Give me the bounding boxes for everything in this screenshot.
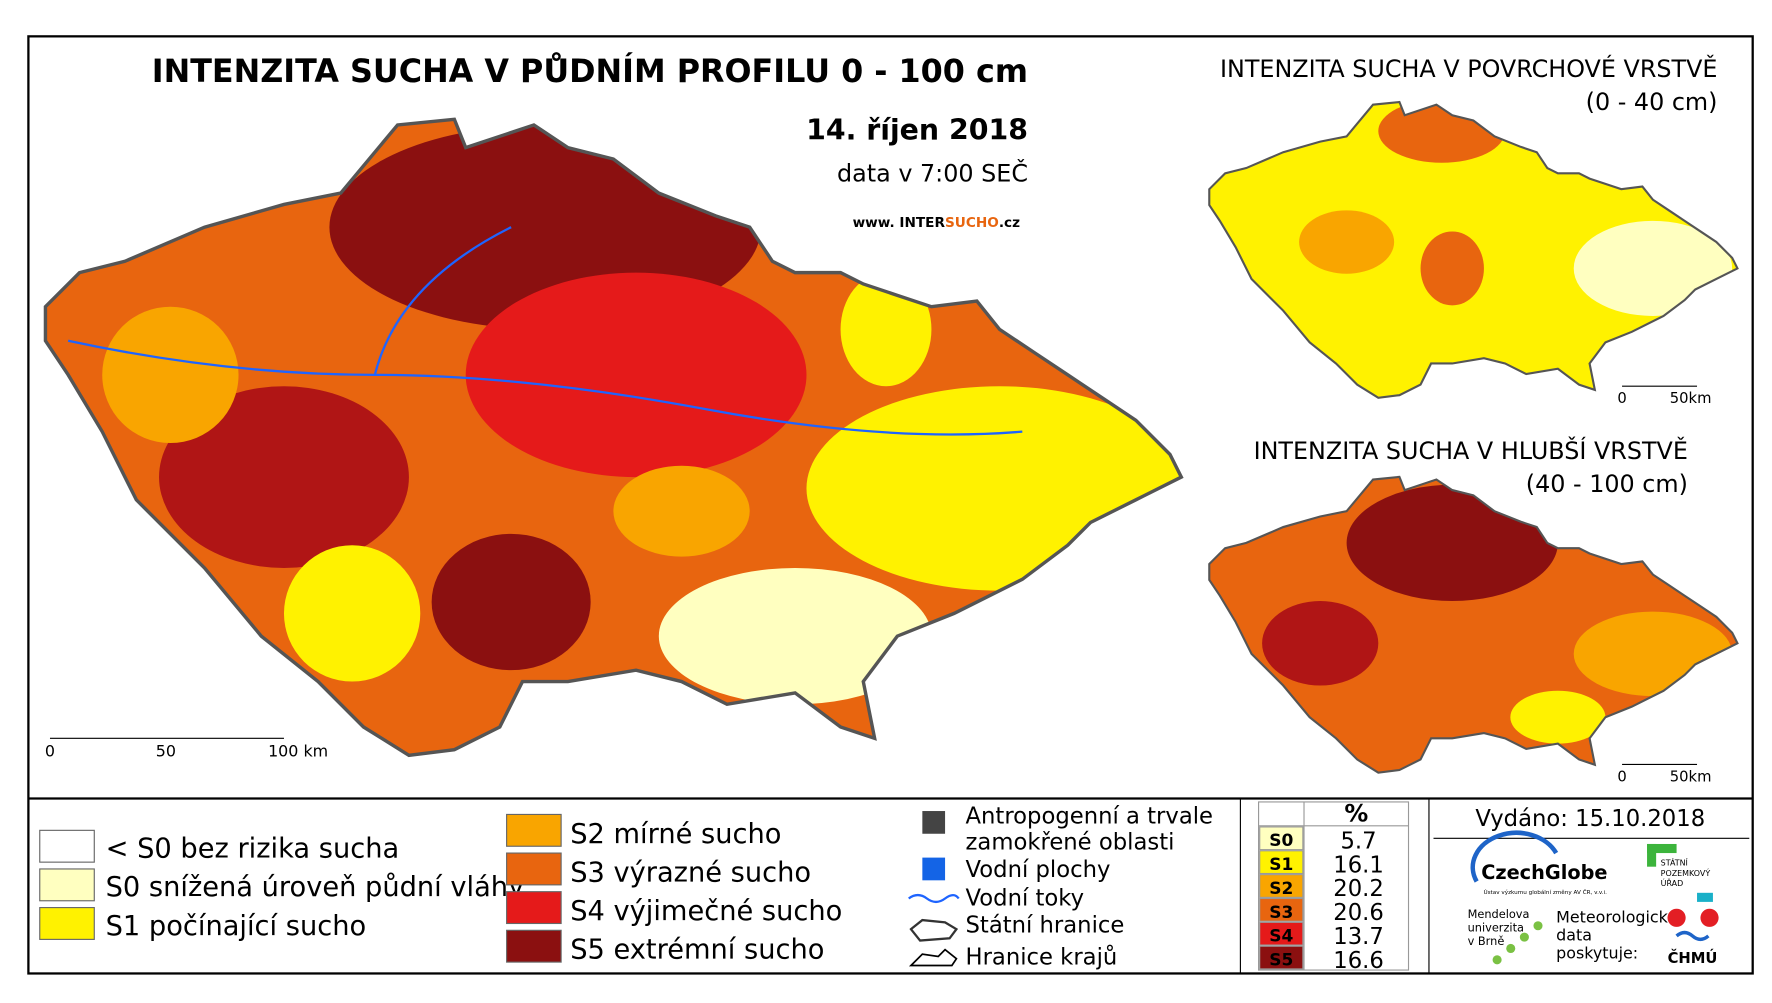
class-code: S3 [1269, 903, 1293, 923]
logos: CzechGlobe Ústav výzkumu globální změny … [1468, 830, 1719, 967]
time: data v 7:00 SEČ [837, 160, 1028, 188]
class-percent: 20.6 [1333, 900, 1384, 926]
scale-label: 50km [1670, 390, 1712, 407]
legend-label: S5 extrémní sucho [570, 935, 824, 966]
surface-title: INTENZITA SUCHA V POVRCHOVÉ VRSTVĚ [1220, 55, 1718, 83]
logo-text: Meteorologická [1556, 907, 1677, 926]
legend-label: < S0 bez rizika sucha [106, 834, 400, 865]
legend-label: Hranice krajů [966, 943, 1118, 970]
website-part: SUCHO [945, 215, 999, 231]
issued: Vydáno: 15.10.2018 [1475, 806, 1705, 832]
logo-text: ÚŘAD [1661, 877, 1684, 888]
deep-subtitle: (40 - 100 cm) [1526, 470, 1688, 498]
legend-label: S0 snížená úroveň půdní vláhy [106, 872, 525, 903]
legend-label: S1 počínající sucho [106, 911, 367, 942]
scale-label: 50km [1670, 768, 1712, 785]
class-code: S5 [1269, 951, 1293, 971]
legend-label: Vodní plochy [966, 857, 1111, 883]
logo-text: v Brně [1468, 934, 1505, 948]
legend-label: zamokřené oblasti [966, 830, 1175, 856]
stats-table [1258, 801, 1410, 971]
logo-text: univerzita [1468, 920, 1524, 934]
logo-text: STÁTNÍ [1661, 857, 1689, 868]
deep-title: INTENZITA SUCHA V HLUBŠÍ VRSTVĚ [1254, 437, 1688, 465]
legend-label: Vodní toky [966, 885, 1085, 911]
class-code: S4 [1269, 927, 1293, 947]
logo-text: ČHMÚ [1668, 949, 1718, 967]
legend-label: S3 výrazné sucho [570, 857, 811, 888]
date: 14. říjen 2018 [806, 114, 1028, 147]
logo-text: Ústav výzkumu globální změny AV ČR, v.v.… [1483, 889, 1607, 896]
class-code: S1 [1269, 855, 1293, 875]
website: www. INTERSUCHO.cz [853, 215, 1021, 231]
class-percent: 20.2 [1333, 876, 1384, 902]
scale-label: 0 [1617, 390, 1626, 407]
class-percent: 13.7 [1333, 924, 1384, 950]
main-title: INTENZITA SUCHA V PŮDNÍM PROFILU 0 - 100… [152, 51, 1028, 90]
scale-label: 0 [1617, 768, 1626, 785]
legend-label: Státní hranice [966, 913, 1125, 939]
logo-text: CzechGlobe [1481, 861, 1607, 884]
scale-label: 50 [156, 742, 176, 761]
class-code: S0 [1269, 831, 1293, 851]
surface-subtitle: (0 - 40 cm) [1586, 88, 1718, 116]
website-part: .cz [999, 215, 1020, 231]
legend-label: S2 mírné sucho [570, 819, 781, 850]
scale-label: 100 km [268, 742, 328, 761]
stats-rows: % S0 5.7 S1 16.1 S2 20.2 S3 20.6 S4 13.7 S5 16.6 [1269, 799, 1384, 974]
class-percent: 5.7 [1340, 829, 1376, 855]
logo-text: POZEMKOVÝ [1661, 867, 1711, 878]
class-code: S2 [1269, 879, 1293, 899]
logo-text: Mendelova [1468, 907, 1530, 921]
legend-label: Antropogenní a trvale [966, 804, 1214, 830]
scale-label: 0 [45, 742, 55, 761]
table-header: % [1344, 799, 1368, 827]
website-part: www. INTER [853, 215, 946, 231]
class-percent: 16.6 [1333, 948, 1384, 974]
logo-text: poskytuje: [1556, 944, 1638, 963]
legend-label: S4 výjimečné sucho [570, 896, 842, 927]
logo-text: data [1556, 926, 1592, 945]
class-percent: 16.1 [1333, 852, 1384, 878]
legend: < S0 bez rizika sucha S0 snížená úroveň … [39, 804, 1214, 970]
